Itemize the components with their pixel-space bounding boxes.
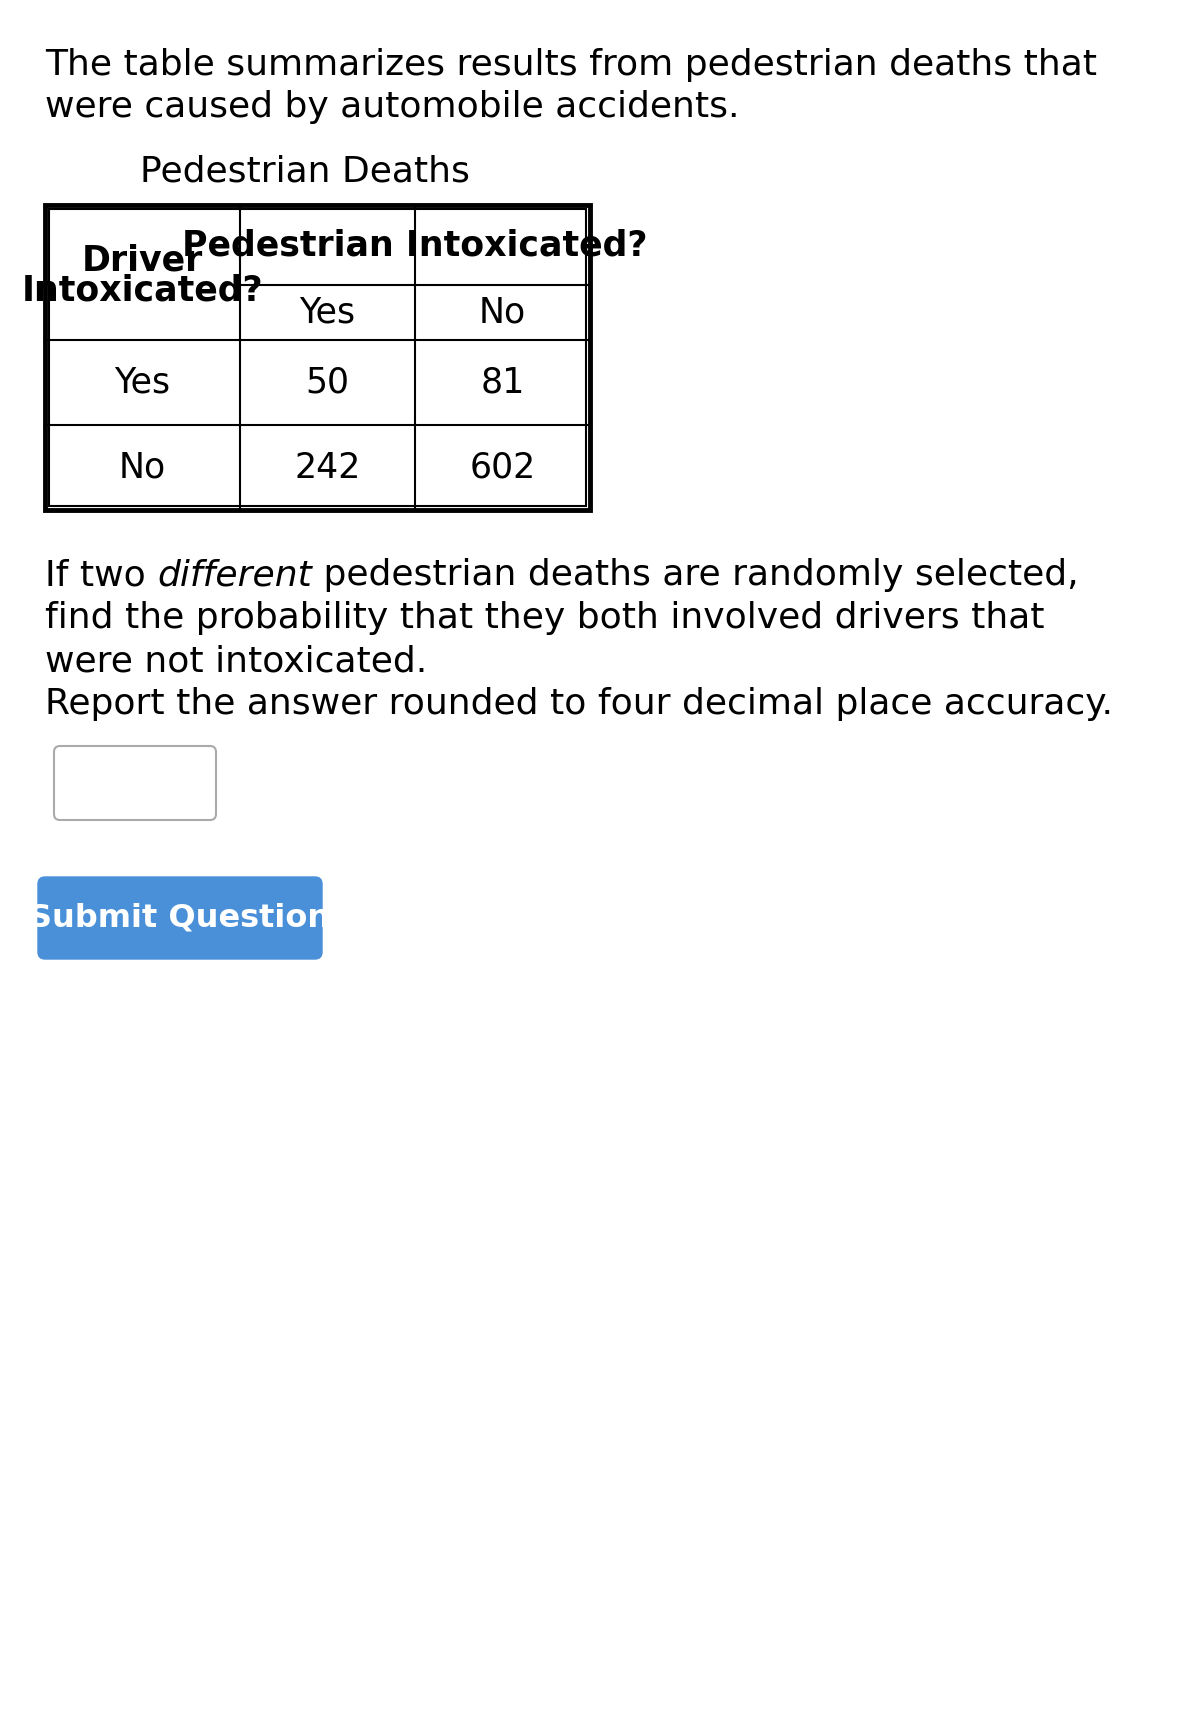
Text: pedestrian deaths are randomly selected,: pedestrian deaths are randomly selected, [312, 557, 1079, 592]
Text: different: different [157, 557, 312, 592]
Text: Yes: Yes [300, 295, 355, 330]
Text: Pedestrian Deaths: Pedestrian Deaths [140, 155, 470, 189]
Text: 81: 81 [480, 366, 524, 399]
Text: The table summarizes results from pedestrian deaths that: The table summarizes results from pedest… [46, 49, 1097, 82]
Bar [49, 208, 586, 505]
Text: 242: 242 [294, 451, 361, 484]
Text: If two: If two [46, 557, 157, 592]
FancyBboxPatch shape [38, 877, 322, 958]
Text: No: No [119, 451, 166, 484]
Text: 50: 50 [306, 366, 349, 399]
Text: Intoxicated?: Intoxicated? [22, 274, 263, 307]
Text: 602: 602 [469, 451, 535, 484]
Text: Yes: Yes [114, 366, 170, 399]
Text: were not intoxicated.: were not intoxicated. [46, 644, 427, 679]
FancyBboxPatch shape [54, 746, 216, 819]
Text: Submit Question: Submit Question [30, 903, 330, 934]
Bar [46, 205, 590, 510]
Text: find the probability that they both involved drivers that: find the probability that they both invo… [46, 601, 1044, 635]
Text: Pedestrian Intoxicated?: Pedestrian Intoxicated? [182, 227, 648, 262]
Text: Driver: Driver [82, 243, 203, 278]
Text: Report the answer rounded to four decimal place accuracy.: Report the answer rounded to four decima… [46, 687, 1114, 720]
Text: were caused by automobile accidents.: were caused by automobile accidents. [46, 90, 739, 123]
Text: No: No [479, 295, 526, 330]
